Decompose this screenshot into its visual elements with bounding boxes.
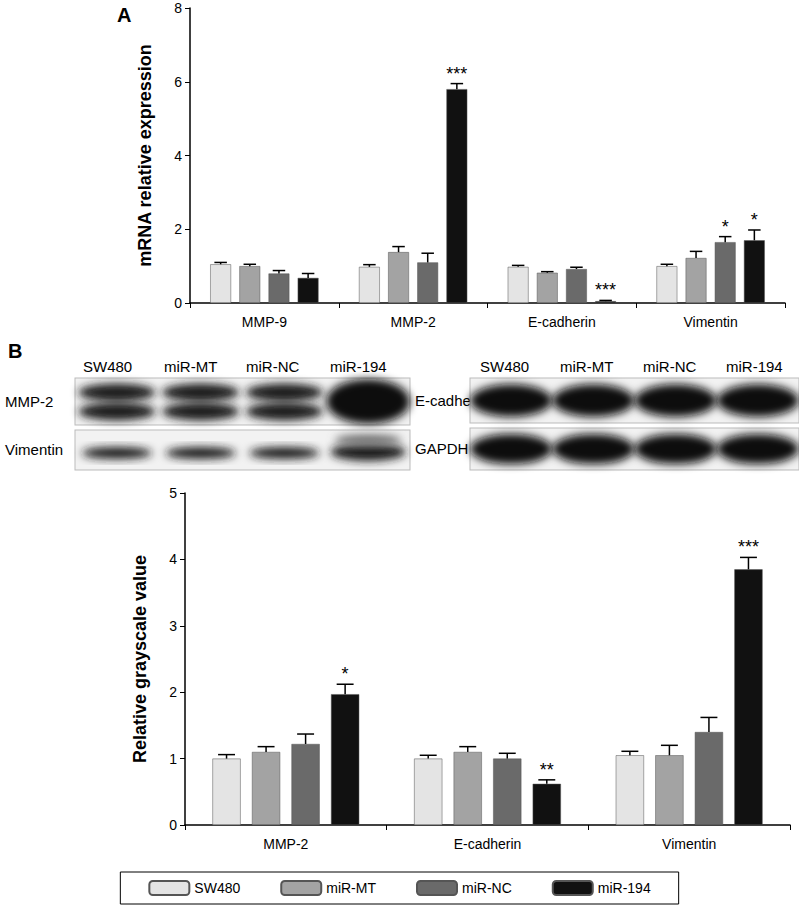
svg-text:*: * (342, 664, 349, 684)
svg-text:**: ** (540, 760, 554, 780)
svg-text:B: B (8, 340, 22, 362)
svg-text:MMP-2: MMP-2 (5, 393, 53, 410)
svg-text:SW480: SW480 (194, 880, 240, 896)
svg-text:E-cadherin: E-cadherin (454, 836, 522, 852)
svg-text:miR-NC: miR-NC (643, 358, 696, 375)
svg-text:miR-MT: miR-MT (326, 880, 376, 896)
svg-text:2: 2 (174, 221, 182, 237)
svg-text:E-cadherin: E-cadherin (528, 314, 596, 330)
svg-text:SW480: SW480 (83, 358, 132, 375)
svg-text:miR-194: miR-194 (330, 358, 387, 375)
svg-text:Vimentin: Vimentin (662, 836, 716, 852)
svg-text:6: 6 (174, 74, 182, 90)
svg-text:2: 2 (169, 684, 177, 700)
svg-text:miR-194: miR-194 (726, 358, 783, 375)
svg-text:miR-NC: miR-NC (246, 358, 299, 375)
svg-text:4: 4 (174, 148, 182, 164)
svg-text:Vimentin: Vimentin (5, 441, 63, 458)
svg-text:*: * (722, 217, 729, 237)
svg-text:MMP-2: MMP-2 (391, 314, 436, 330)
svg-text:miR-MT: miR-MT (560, 358, 613, 375)
svg-text:8: 8 (174, 0, 182, 16)
svg-text:***: *** (595, 280, 616, 300)
svg-text:3: 3 (169, 618, 177, 634)
svg-text:1: 1 (169, 751, 177, 767)
svg-text:E-cadherin: E-cadherin (415, 392, 488, 409)
svg-text:Vimentin: Vimentin (684, 314, 738, 330)
svg-text:Relative grayscale value: Relative grayscale value (130, 555, 150, 763)
svg-text:GAPDH: GAPDH (415, 440, 468, 457)
svg-text:miR-194: miR-194 (598, 880, 651, 896)
svg-text:0: 0 (174, 295, 182, 311)
svg-text:MMP-9: MMP-9 (242, 314, 287, 330)
svg-text:SW480: SW480 (480, 358, 529, 375)
svg-text:***: *** (738, 537, 759, 557)
svg-text:MMP-2: MMP-2 (263, 836, 308, 852)
svg-text:***: *** (446, 64, 467, 84)
svg-text:mRNA relative expression: mRNA relative expression (135, 44, 155, 266)
svg-text:miR-NC: miR-NC (462, 880, 512, 896)
svg-text:4: 4 (169, 551, 177, 567)
svg-text:5: 5 (169, 485, 177, 501)
svg-text:0: 0 (169, 817, 177, 833)
svg-text:*: * (751, 210, 758, 230)
svg-text:A: A (117, 4, 131, 26)
svg-text:miR-MT: miR-MT (164, 358, 217, 375)
